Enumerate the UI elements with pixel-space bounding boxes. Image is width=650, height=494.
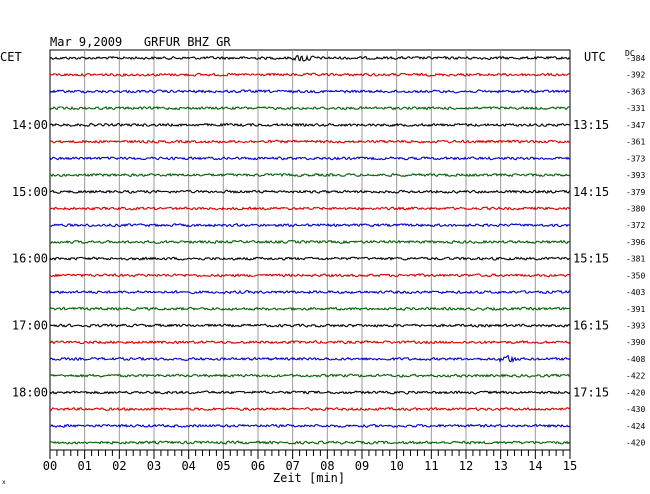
chart-title: Mar 9,2009 GRFUR BHZ GR — [50, 35, 231, 49]
utc-time-label: 13:15 — [573, 118, 609, 132]
seismic-trace — [49, 172, 571, 178]
dc-offset-label: -381 — [626, 255, 645, 264]
seismic-trace — [49, 89, 571, 94]
dc-offset-label: -390 — [626, 338, 645, 347]
dc-label: DC — [625, 49, 635, 58]
x-axis-label: Zeit [min] — [273, 471, 345, 485]
seismic-trace — [49, 206, 571, 211]
seismic-trace — [49, 306, 571, 311]
corner-mark: x — [2, 479, 6, 486]
x-tick-label: 08 — [320, 459, 334, 473]
x-tick-label: 04 — [181, 459, 195, 473]
x-tick-label: 15 — [563, 459, 577, 473]
utc-time-label: 15:15 — [573, 252, 609, 266]
dc-offset-label: -347 — [626, 121, 645, 130]
cet-time-label: 18:00 — [12, 385, 48, 399]
dc-offset-label: -379 — [626, 188, 645, 197]
x-tick-label: 06 — [251, 459, 265, 473]
x-tick-label: 12 — [459, 459, 473, 473]
seismic-trace — [49, 72, 571, 77]
dc-offset-label: -408 — [626, 355, 645, 364]
seismic-trace — [49, 340, 571, 345]
seismic-trace — [49, 289, 571, 295]
seismic-trace — [49, 373, 571, 378]
seismic-trace — [49, 423, 571, 428]
label-layer: Mar 9,2009 GRFUR BHZ GR CET UTC DC Zeit … — [0, 35, 645, 486]
seismic-trace — [49, 323, 571, 328]
plot-frame — [49, 49, 571, 451]
cet-time-label: 16:00 — [12, 252, 48, 266]
dc-offset-label: -420 — [626, 388, 645, 397]
x-tick-label: 13 — [493, 459, 507, 473]
x-tick-label: 07 — [285, 459, 299, 473]
dc-offset-label: -373 — [626, 154, 645, 163]
dc-offset-label: -392 — [626, 71, 645, 80]
seismic-trace — [49, 122, 571, 128]
dc-offset-label: -363 — [626, 87, 645, 96]
x-tick-label: 05 — [216, 459, 230, 473]
seismic-trace — [49, 406, 571, 412]
x-tick-label: 01 — [77, 459, 91, 473]
dc-offset-label: -393 — [626, 171, 645, 180]
dc-offset-label: -403 — [626, 288, 645, 297]
seismic-trace — [49, 239, 571, 245]
trace-layer — [49, 54, 571, 445]
seismic-trace — [49, 390, 571, 395]
utc-time-label: 16:15 — [573, 319, 609, 333]
dc-offset-label: -372 — [626, 221, 645, 230]
dc-offset-label: -361 — [626, 138, 645, 147]
cet-time-label: 17:00 — [12, 319, 48, 333]
utc-label: UTC — [584, 50, 606, 64]
seismic-trace — [49, 440, 571, 445]
seismic-trace — [49, 156, 571, 161]
minute-grid — [49, 49, 571, 451]
dc-offset-label: -430 — [626, 405, 645, 414]
x-tick-label: 03 — [147, 459, 161, 473]
utc-time-label: 14:15 — [573, 185, 609, 199]
dc-offset-label: -384 — [626, 54, 645, 63]
x-tick-label: 11 — [424, 459, 438, 473]
dc-offset-label: -391 — [626, 305, 645, 314]
seismic-trace — [49, 256, 571, 261]
x-tick-label: 09 — [355, 459, 369, 473]
dc-offset-label: -396 — [626, 238, 645, 247]
x-tick-label: 00 — [43, 459, 57, 473]
dc-offset-label: -393 — [626, 322, 645, 331]
seismic-trace — [49, 223, 570, 228]
cet-label: CET — [0, 50, 22, 64]
x-tick-label: 14 — [528, 459, 542, 473]
seismic-trace — [49, 273, 571, 278]
utc-time-label: 17:15 — [573, 385, 609, 399]
x-tick-label: 02 — [112, 459, 126, 473]
seismic-trace — [49, 354, 571, 363]
dc-offset-label: -350 — [626, 271, 645, 280]
dc-offset-label: -422 — [626, 372, 645, 381]
x-axis: 00 01 02 03 04 05 06 07 08 09 10 11 12 13 14 15 — [43, 449, 577, 473]
seismic-trace — [49, 54, 571, 62]
dc-offset-label: -380 — [626, 204, 645, 213]
dc-offset-label: -331 — [626, 104, 645, 113]
dc-offset-label: -424 — [626, 422, 645, 431]
seismic-trace — [49, 189, 571, 194]
x-tick-label: 10 — [389, 459, 403, 473]
seismic-trace — [49, 139, 571, 144]
dc-offset-label: -420 — [626, 439, 645, 448]
cet-time-label: 14:00 — [12, 118, 48, 132]
seismic-trace — [49, 105, 571, 111]
cet-time-label: 15:00 — [12, 185, 48, 199]
